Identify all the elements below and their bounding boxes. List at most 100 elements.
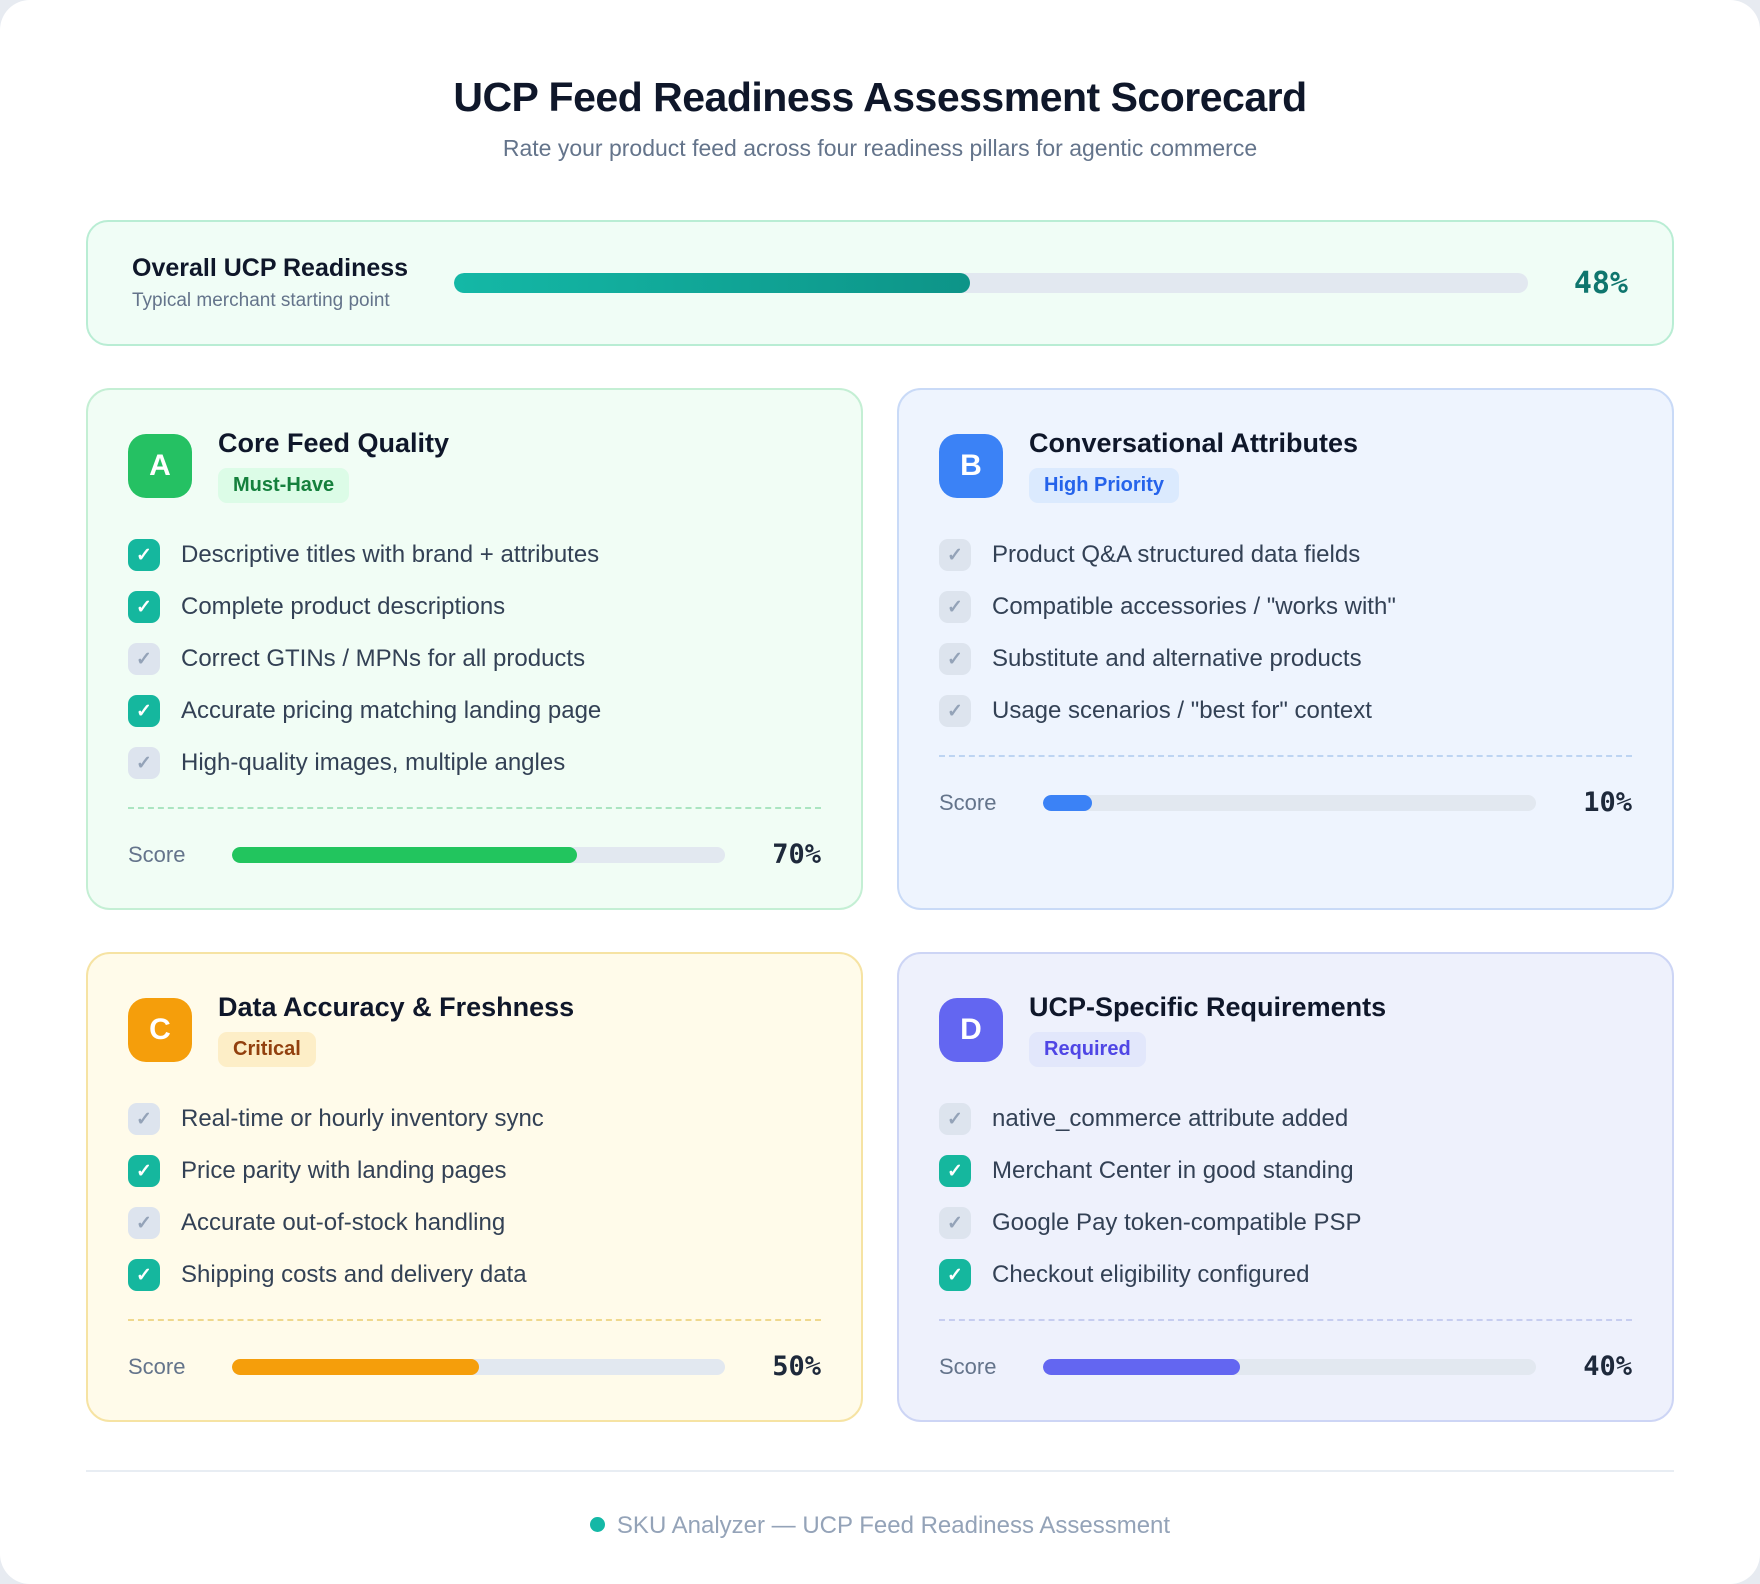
card-title: UCP-Specific Requirements bbox=[1029, 992, 1387, 1022]
card-letter-badge: A bbox=[128, 433, 192, 498]
footer-divider bbox=[86, 1470, 1674, 1472]
checklist-item: Merchant Center in good standing bbox=[939, 1155, 1632, 1187]
card-header: A Core Feed Quality Must-Have bbox=[128, 428, 821, 503]
checklist-item-label: Price parity with landing pages bbox=[181, 1157, 507, 1184]
score-progress-track bbox=[1043, 1358, 1536, 1375]
checklist: native_commerce attribute added Merchant… bbox=[939, 1103, 1632, 1291]
checklist-item: Substitute and alternative products bbox=[939, 643, 1632, 675]
card-priority-tag: Critical bbox=[218, 1032, 316, 1067]
score-row: Score 50% bbox=[128, 1351, 821, 1382]
checklist-item-label: Merchant Center in good standing bbox=[992, 1157, 1354, 1184]
checklist: Real-time or hourly inventory sync Price… bbox=[128, 1103, 821, 1291]
checklist: Descriptive titles with brand + attribut… bbox=[128, 539, 821, 779]
checklist-item-label: High-quality images, multiple angles bbox=[181, 749, 566, 776]
checkbox-icon[interactable] bbox=[128, 591, 160, 623]
card-title: Conversational Attributes bbox=[1029, 428, 1359, 458]
checklist-item: Product Q&A structured data fields bbox=[939, 539, 1632, 571]
checklist-item: Google Pay token-compatible PSP bbox=[939, 1207, 1632, 1239]
checklist-item: Price parity with landing pages bbox=[128, 1155, 821, 1187]
checkbox-icon[interactable] bbox=[939, 1259, 971, 1291]
overall-readiness-text: Overall UCP Readiness Typical merchant s… bbox=[132, 254, 454, 312]
checklist-item-label: native_commerce attribute added bbox=[992, 1105, 1349, 1132]
checklist-item: Correct GTINs / MPNs for all products bbox=[128, 643, 821, 675]
overall-progress-track bbox=[454, 273, 1528, 293]
checkbox-icon[interactable] bbox=[128, 539, 160, 571]
checkbox-icon[interactable] bbox=[128, 695, 160, 727]
checklist-item: Real-time or hourly inventory sync bbox=[128, 1103, 821, 1135]
checklist-item-label: Real-time or hourly inventory sync bbox=[181, 1105, 544, 1132]
score-progress-fill bbox=[232, 1358, 479, 1375]
score-progress-fill bbox=[1043, 794, 1093, 811]
checklist-item-label: Product Q&A structured data fields bbox=[992, 541, 1361, 568]
overall-readiness-panel: Overall UCP Readiness Typical merchant s… bbox=[86, 220, 1674, 346]
score-row: Score 10% bbox=[939, 787, 1632, 818]
checklist-item: native_commerce attribute added bbox=[939, 1103, 1632, 1135]
checkbox-icon[interactable] bbox=[128, 747, 160, 779]
checkbox-icon[interactable] bbox=[128, 1207, 160, 1239]
overall-progress-fill bbox=[454, 273, 970, 293]
card-title: Data Accuracy & Freshness bbox=[218, 992, 575, 1022]
checkbox-icon[interactable] bbox=[939, 695, 971, 727]
score-row: Score 40% bbox=[939, 1351, 1632, 1382]
checkbox-icon[interactable] bbox=[128, 1103, 160, 1135]
card-header: B Conversational Attributes High Priorit… bbox=[939, 428, 1632, 503]
checkbox-icon[interactable] bbox=[128, 1155, 160, 1187]
card-letter-badge: C bbox=[128, 997, 192, 1062]
dashed-divider bbox=[939, 755, 1632, 757]
card-letter-badge: B bbox=[939, 433, 1003, 498]
checklist-item-label: Substitute and alternative products bbox=[992, 645, 1362, 672]
checklist-item: Checkout eligibility configured bbox=[939, 1259, 1632, 1291]
card-data-accuracy-freshness: C Data Accuracy & Freshness Critical Rea… bbox=[86, 952, 863, 1422]
pillar-cards-grid: A Core Feed Quality Must-Have Descriptiv… bbox=[86, 388, 1674, 1422]
card-letter-badge: D bbox=[939, 997, 1003, 1062]
checkbox-icon[interactable] bbox=[128, 643, 160, 675]
checklist-item-label: Descriptive titles with brand + attribut… bbox=[181, 541, 600, 568]
checklist-item: Complete product descriptions bbox=[128, 591, 821, 623]
card-ucp-specific-requirements: D UCP-Specific Requirements Required nat… bbox=[897, 952, 1674, 1422]
brand-dot-icon bbox=[589, 1517, 605, 1532]
checkbox-icon[interactable] bbox=[939, 1155, 971, 1187]
score-percent-value: 70% bbox=[772, 839, 821, 870]
card-title: Core Feed Quality bbox=[218, 428, 450, 458]
score-label: Score bbox=[128, 841, 186, 867]
score-progress-fill bbox=[232, 846, 578, 863]
checklist-item-label: Shipping costs and delivery data bbox=[181, 1261, 527, 1288]
checklist-item-label: Correct GTINs / MPNs for all products bbox=[181, 645, 586, 672]
checklist-item: Accurate out-of-stock handling bbox=[128, 1207, 821, 1239]
card-priority-tag: High Priority bbox=[1029, 468, 1180, 503]
card-header-text: Data Accuracy & Freshness Critical bbox=[218, 992, 574, 1067]
score-progress-track bbox=[232, 846, 725, 863]
checklist-item: High-quality images, multiple angles bbox=[128, 747, 821, 779]
checklist-item-label: Accurate pricing matching landing page bbox=[181, 697, 602, 724]
card-header: C Data Accuracy & Freshness Critical bbox=[128, 992, 821, 1067]
score-percent-value: 40% bbox=[1583, 1351, 1632, 1382]
footer-text: SKU Analyzer — UCP Feed Readiness Assess… bbox=[616, 1512, 1171, 1539]
checklist-item: Usage scenarios / "best for" context bbox=[939, 695, 1632, 727]
checklist-item-label: Complete product descriptions bbox=[181, 593, 506, 620]
checklist-item-label: Usage scenarios / "best for" context bbox=[992, 697, 1372, 724]
checklist-item-label: Google Pay token-compatible PSP bbox=[992, 1209, 1362, 1236]
dashed-divider bbox=[128, 1319, 821, 1321]
card-conversational-attributes: B Conversational Attributes High Priorit… bbox=[897, 388, 1674, 910]
overall-percent-value: 48% bbox=[1573, 265, 1628, 301]
checkbox-icon[interactable] bbox=[939, 643, 971, 675]
score-percent-value: 10% bbox=[1583, 787, 1632, 818]
score-progress-track bbox=[1043, 794, 1536, 811]
checklist-item: Descriptive titles with brand + attribut… bbox=[128, 539, 821, 571]
score-label: Score bbox=[939, 1353, 997, 1379]
checkbox-icon[interactable] bbox=[939, 591, 971, 623]
checklist-item-label: Accurate out-of-stock handling bbox=[181, 1209, 506, 1236]
checklist-item: Accurate pricing matching landing page bbox=[128, 695, 821, 727]
score-progress-fill bbox=[1043, 1358, 1241, 1375]
checkbox-icon[interactable] bbox=[939, 539, 971, 571]
checkbox-icon[interactable] bbox=[939, 1207, 971, 1239]
checklist: Product Q&A structured data fields Compa… bbox=[939, 539, 1632, 727]
card-header: D UCP-Specific Requirements Required bbox=[939, 992, 1632, 1067]
card-header-text: Core Feed Quality Must-Have bbox=[218, 428, 449, 503]
checkbox-icon[interactable] bbox=[939, 1103, 971, 1135]
footer: SKU Analyzer — UCP Feed Readiness Assess… bbox=[86, 1512, 1674, 1540]
checklist-item-label: Compatible accessories / "works with" bbox=[992, 593, 1396, 620]
score-percent-value: 50% bbox=[772, 1351, 821, 1382]
checkbox-icon[interactable] bbox=[128, 1259, 160, 1291]
